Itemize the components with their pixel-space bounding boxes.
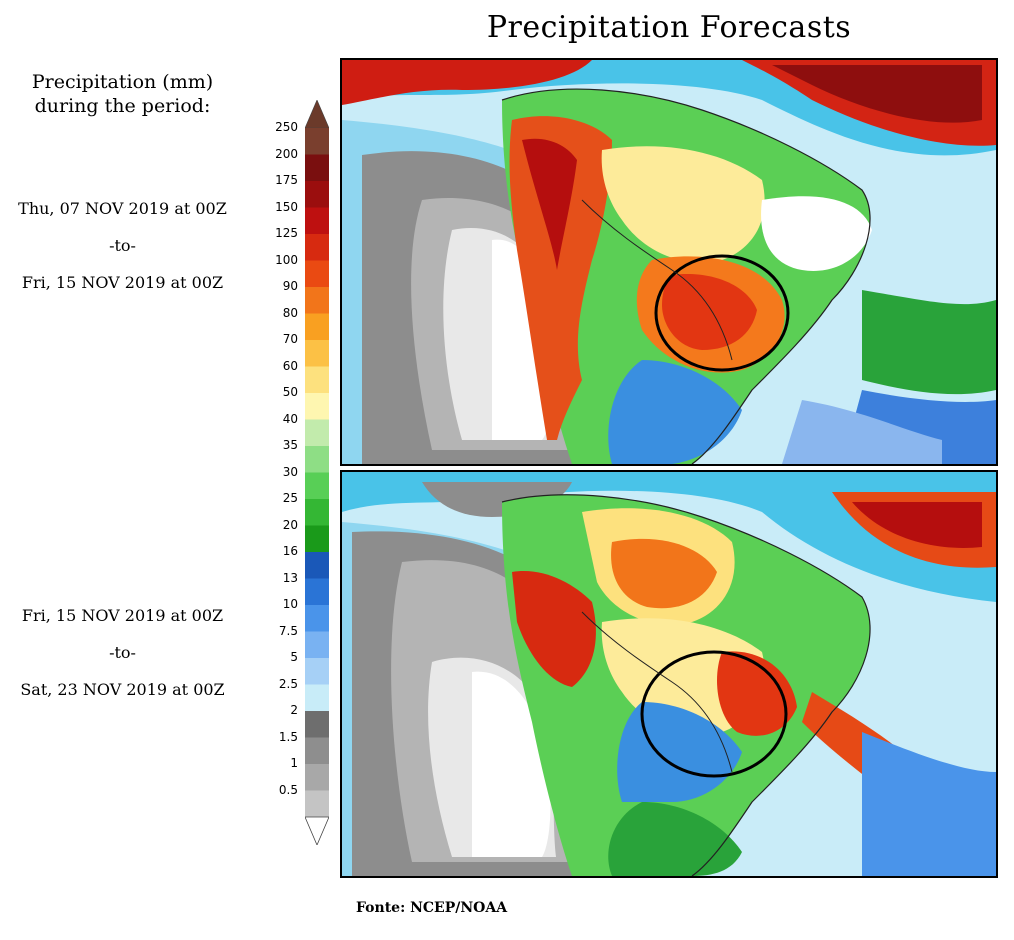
colorbar-segment [305,287,329,314]
period-1-start: Thu, 07 NOV 2019 at 00Z [18,199,227,218]
period-1-to: -to- [109,236,136,255]
colorbar-tick-label: 60 [282,358,298,373]
colorbar-segment [305,684,329,712]
colorbar-tick-label: 40 [282,411,298,426]
period-2-start: Fri, 15 NOV 2019 at 00Z [21,606,224,625]
legend-title-line-2: during the period: [34,95,211,117]
colorbar-segment [305,234,329,261]
colorbar-segment [305,446,329,473]
colorbar-tick-label: 30 [282,464,298,479]
colorbar-tick-label: 2.5 [278,676,298,691]
colorbar-tick-label: 7.5 [278,623,298,638]
colorbar-segment [305,790,329,818]
colorbar-segment [305,154,329,182]
colorbar-tick-label: 16 [282,544,298,558]
colorbar-segment [305,366,329,394]
colorbar-tick-label: 1 [290,756,298,770]
colorbar-segment [305,181,329,208]
colorbar-tick-label: 10 [282,597,298,611]
colorbar-tick-label: 70 [282,332,298,346]
colorbar-segment [305,764,329,791]
colorbar-segment [305,499,329,526]
colorbar-top-arrow [305,100,329,129]
colorbar-tick-label: 13 [282,570,298,585]
colorbar-segment [305,631,329,659]
colorbar-segment [305,737,329,765]
precipitation-colorbar [305,100,329,845]
period-2-to: -to- [109,643,136,662]
legend-title: Precipitation (mm) during the period: [0,70,245,118]
colorbar-tick-label: 150 [275,199,298,214]
legend-title-line-1: Precipitation (mm) [31,71,214,93]
colorbar-tick-label: 100 [275,252,298,267]
colorbar-segment [305,658,329,685]
colorbar-tick-label: 80 [282,305,298,320]
colorbar-tick-label: 25 [282,491,298,505]
period-2-end: Sat, 23 NOV 2019 at 00Z [20,680,225,699]
colorbar-segment [305,393,329,420]
colorbar-tick-label: 175 [275,173,298,187]
colorbar-segment [305,419,329,447]
colorbar-bottom-arrow [305,816,329,845]
colorbar-tick-label: 250 [275,120,298,134]
period-2-label: Fri, 15 NOV 2019 at 00Z -to- Sat, 23 NOV… [0,597,245,708]
colorbar-tick-label: 1.5 [278,729,298,744]
colorbar-segment [305,605,329,632]
colorbar-segment [305,525,329,553]
period-1-end: Fri, 15 NOV 2019 at 00Z [21,273,224,292]
colorbar-segment [305,552,329,579]
colorbar-segment [305,313,329,341]
colorbar-segment [305,472,329,500]
colorbar-segment [305,128,329,155]
source-credit: Fonte: NCEP/NOAA [356,900,508,916]
page-title: Precipitation Forecasts [486,10,852,45]
colorbar-tick-label: 90 [282,279,298,293]
colorbar-tick-label: 200 [275,146,298,161]
colorbar-tick-label: 5 [290,650,298,664]
forecast-map-period-2 [340,470,998,878]
colorbar-tick-label: 50 [282,385,298,399]
colorbar-tick-label: 2 [290,703,298,717]
period-1-label: Thu, 07 NOV 2019 at 00Z -to- Fri, 15 NOV… [0,190,245,301]
colorbar-segment [305,260,329,288]
colorbar-segment [305,578,329,606]
colorbar-tick-label: 0.5 [278,782,298,797]
colorbar-segment [305,711,329,738]
forecast-map-period-1 [340,58,998,466]
colorbar-tick-label: 35 [282,438,298,452]
colorbar-tick-label: 20 [282,517,298,532]
colorbar-segment [305,340,329,367]
colorbar-segment [305,207,329,235]
colorbar-tick-label: 125 [275,226,298,240]
